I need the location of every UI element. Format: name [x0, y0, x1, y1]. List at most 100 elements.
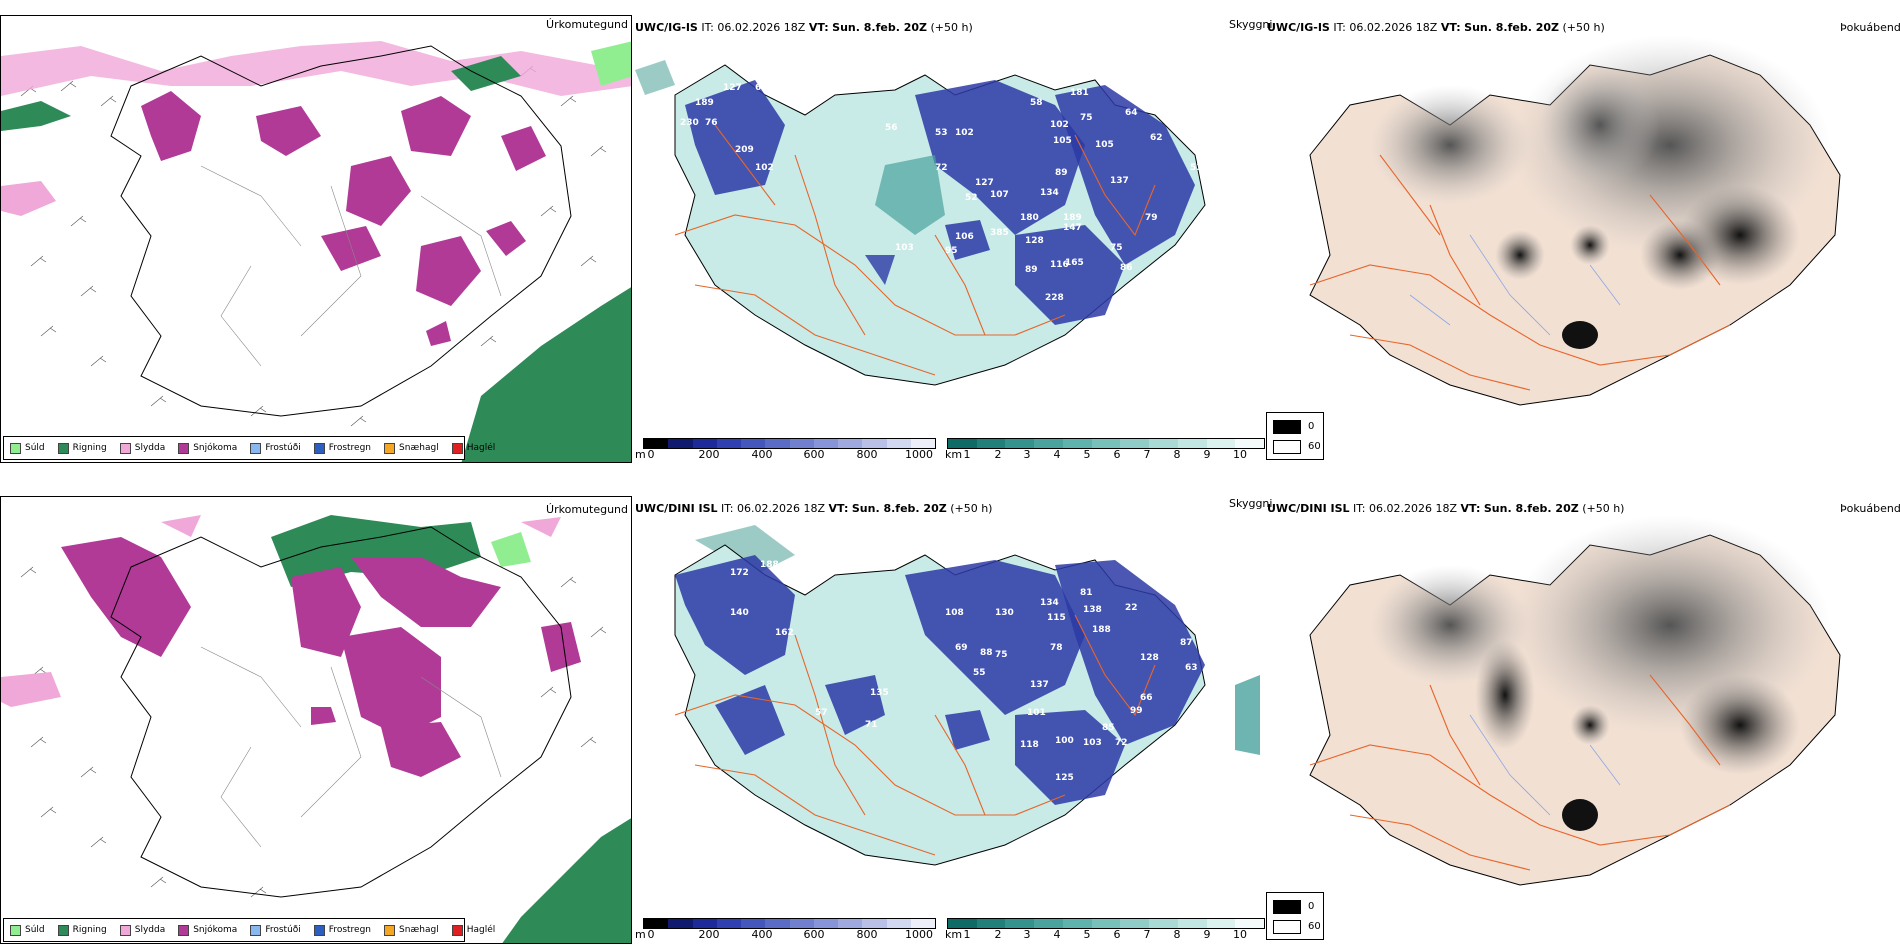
row1-mid-it-label: IT: — [701, 21, 714, 34]
svg-text:140: 140 — [730, 608, 749, 618]
svg-text:103: 103 — [895, 243, 914, 253]
svg-text:127: 127 — [975, 178, 994, 188]
legend-swatch — [250, 924, 262, 936]
row1-fog-legend: 0 60 — [1266, 412, 1324, 460]
svg-text:81: 81 — [1080, 588, 1093, 598]
svg-text:209: 209 — [735, 145, 754, 155]
legend-label: Haglél — [466, 925, 496, 935]
fog-legend-swatch-bottom — [1273, 440, 1301, 454]
svg-text:147: 147 — [1063, 223, 1082, 233]
vis-tick: 7 — [1143, 928, 1151, 941]
vis-colorbar-strip — [947, 918, 1265, 929]
svg-text:107: 107 — [990, 190, 1009, 200]
row1-visibility-title: Skyggni — [1229, 18, 1273, 31]
row1-mid-vt-label: VT: — [808, 21, 829, 34]
fog-legend-label-top: 0 — [1308, 901, 1315, 912]
legend-item: Snjókoma — [178, 924, 237, 936]
vis-tick: 9 — [1203, 448, 1211, 461]
svg-text:53: 53 — [935, 128, 948, 138]
row1-header-mid: UWC/IG-IS IT: 06.02.2026 18Z VT: Sun. 8.… — [635, 21, 973, 34]
row1-right-vt-label: VT: — [1440, 21, 1461, 34]
legend-swatch — [384, 924, 396, 936]
legend-swatch — [10, 442, 21, 454]
legend-item: Frostregn — [313, 442, 372, 454]
vis-tick: 6 — [1113, 448, 1121, 461]
legend-swatch — [119, 924, 131, 936]
legend-item: Snjókoma — [178, 442, 238, 454]
height-tick: 200 — [698, 928, 720, 941]
row2-visibility-title: Skyggni — [1229, 497, 1273, 510]
row2-right-vt-value: Sun. 8.feb. 20Z — [1483, 502, 1579, 515]
legend-swatch — [451, 924, 463, 936]
row2-mid-it-label: IT: — [721, 502, 734, 515]
svg-text:64: 64 — [1125, 108, 1138, 118]
legend-item: Slydda — [119, 924, 165, 936]
height-colorbar-strip — [643, 438, 936, 449]
svg-text:88: 88 — [980, 648, 993, 658]
svg-text:180: 180 — [1020, 213, 1039, 223]
legend-label: Frostregn — [328, 925, 372, 935]
row1-mid-vt-value: Sun. 8.feb. 20Z — [832, 21, 928, 34]
vis-tick: 2 — [994, 448, 1002, 461]
legend-label: Rigning — [72, 443, 107, 453]
row1-header-right: UWC/IG-IS IT: 06.02.2026 18Z VT: Sun. 8.… — [1267, 21, 1605, 34]
legend-swatch — [250, 442, 262, 454]
svg-text:22: 22 — [1125, 603, 1138, 613]
svg-text:72: 72 — [935, 163, 948, 173]
legend-label: Snæhagl — [399, 443, 439, 453]
row1-right-it-value: 06.02.2026 18Z — [1349, 21, 1438, 34]
svg-text:102: 102 — [1050, 120, 1069, 130]
svg-text:230: 230 — [680, 118, 699, 128]
svg-text:76: 76 — [705, 118, 718, 128]
svg-text:134: 134 — [1040, 598, 1059, 608]
svg-text:118: 118 — [1020, 740, 1039, 750]
legend-swatch — [313, 442, 325, 454]
svg-text:75: 75 — [1110, 243, 1123, 253]
row2-mid-model: UWC/DINI ISL — [635, 502, 718, 515]
vis-tick: 7 — [1143, 448, 1151, 461]
vis-tick: 5 — [1083, 448, 1091, 461]
legend-label: Súld — [25, 443, 45, 453]
svg-text:56: 56 — [885, 123, 898, 133]
svg-text:62: 62 — [1150, 133, 1163, 143]
svg-text:72: 72 — [1115, 738, 1128, 748]
legend-item: Rigning — [57, 442, 107, 454]
svg-text:101: 101 — [1027, 708, 1046, 718]
vis-unit: km — [945, 448, 963, 461]
svg-text:172: 172 — [730, 568, 749, 578]
legend-label: Snjókoma — [193, 443, 238, 453]
row2-precip-panel: Úrkomutegund Súld Rigning Slydda Snjókom… — [0, 496, 632, 944]
row2-right-vt-label: VT: — [1460, 502, 1481, 515]
legend-label: Frostúði — [265, 443, 301, 453]
svg-text:95: 95 — [945, 246, 958, 256]
svg-text:53: 53 — [1190, 163, 1203, 173]
legend-label: Frostregn — [328, 443, 372, 453]
legend-item: Frostúði — [250, 924, 301, 936]
height-tick: 1000 — [905, 448, 933, 461]
row1-right-lead: (+50 h) — [1562, 21, 1605, 34]
svg-text:165: 165 — [1065, 258, 1084, 268]
svg-text:66: 66 — [1140, 693, 1153, 703]
row2-cloud-map: 172 188 19 140 162 57 135 71 108 69 88 75 55 130 134 11… — [674, 525, 1260, 866]
svg-text:62: 62 — [755, 83, 768, 93]
svg-text:85: 85 — [1102, 723, 1115, 733]
svg-text:75: 75 — [995, 650, 1008, 660]
row2-right-it-label: IT: — [1353, 502, 1366, 515]
row1-mid-lead: (+50 h) — [930, 21, 973, 34]
row2-fog-legend: 0 60 — [1266, 892, 1324, 940]
legend-item: Haglél — [451, 442, 495, 454]
row1-right-model: UWC/IG-IS — [1267, 21, 1330, 34]
row2-fog-title: Þokuábendi — [1840, 502, 1900, 515]
row2-precip-legend: Súld Rigning Slydda Snjókoma Frostúði Fr… — [3, 918, 495, 942]
vis-tick: 4 — [1053, 448, 1061, 461]
legend-label: Snæhagl — [399, 925, 439, 935]
row1-precip-panel: Úrkomutegund Súld Rigning Slydda Snjókom… — [0, 15, 632, 463]
vis-unit: km — [945, 928, 963, 941]
svg-text:75: 75 — [1080, 113, 1093, 123]
svg-text:100: 100 — [1055, 736, 1074, 746]
svg-text:71: 71 — [865, 720, 878, 730]
legend-item: Slydda — [119, 442, 165, 454]
vis-tick: 6 — [1113, 928, 1121, 941]
height-tick: 600 — [803, 448, 825, 461]
svg-text:108: 108 — [945, 608, 964, 618]
